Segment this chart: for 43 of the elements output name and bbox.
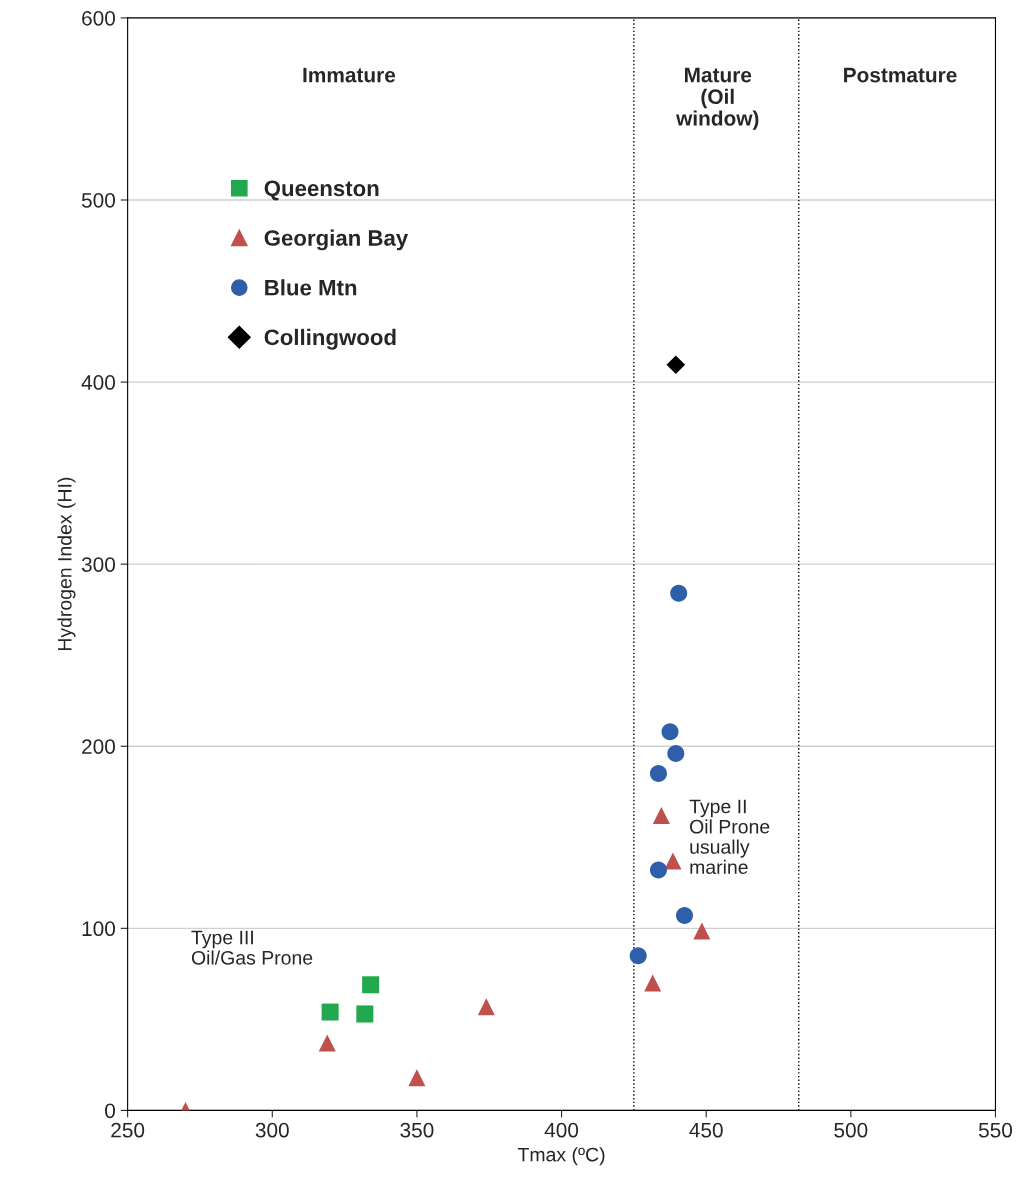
point: [652, 806, 670, 824]
legend-label: Queenston: [264, 180, 379, 201]
point: [693, 922, 711, 940]
legend-label: Blue Mtn: [265, 279, 357, 296]
point: [649, 861, 667, 879]
y-axis-title: Hydrogen Index (HI): [57, 477, 76, 651]
point: [644, 974, 662, 992]
x-tick-label: 350: [400, 1122, 434, 1138]
x-tick-label: 250: [111, 1122, 145, 1138]
annotation: Type III Oil/Gas Prone: [191, 930, 313, 965]
point: [356, 1005, 374, 1023]
y-tick-label: 300: [81, 557, 116, 572]
annotation: Type II Oil Prone usually marine: [689, 799, 770, 875]
legend-label: Georgian Bay: [264, 229, 409, 251]
x-tick-label: 450: [689, 1122, 723, 1138]
legend-label: Collingwood: [264, 328, 396, 350]
x-tick-label: 550: [978, 1122, 1013, 1138]
point: [321, 1003, 339, 1021]
point: [666, 355, 686, 375]
point: [661, 723, 679, 741]
y-tick-label: 100: [82, 921, 116, 937]
point: [664, 852, 682, 870]
point: [477, 998, 495, 1016]
x-tick-label: 400: [544, 1122, 579, 1138]
annotation: Immature: [303, 67, 396, 83]
y-tick-label: 600: [82, 10, 116, 26]
point: [670, 584, 688, 602]
point: [649, 765, 667, 783]
point: [667, 745, 685, 763]
point: [318, 1034, 336, 1052]
point: [675, 907, 693, 925]
point: [629, 947, 647, 965]
point: [362, 976, 380, 994]
annotation: Mature (Oil window): [676, 67, 759, 130]
y-tick-label: 200: [82, 739, 116, 754]
point: [408, 1069, 426, 1087]
y-tick-label: 0: [105, 1103, 116, 1119]
x-tick-label: 300: [255, 1122, 289, 1138]
x-tick-label: 500: [834, 1122, 868, 1138]
annotation: Postmature: [844, 67, 957, 83]
y-tick-label: 500: [81, 193, 116, 208]
y-tick-label: 400: [81, 375, 116, 390]
x-axis-title: Tmax (ºC): [517, 1147, 605, 1166]
